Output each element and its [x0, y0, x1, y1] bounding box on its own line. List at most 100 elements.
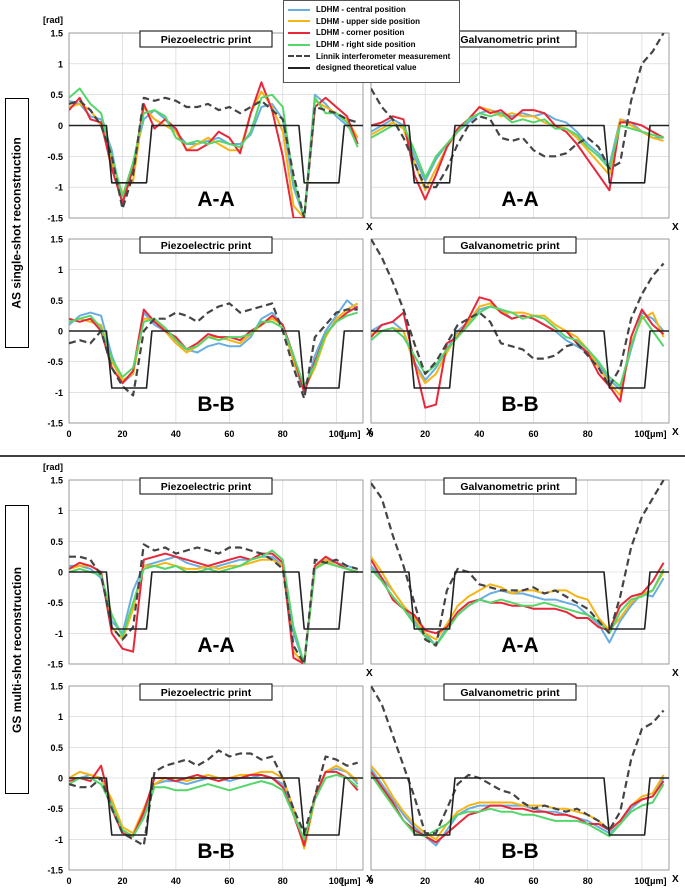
legend: LDHM - central position LDHM - upper sid…: [283, 0, 460, 83]
y-tick-label: -0.5: [47, 804, 63, 814]
y-tick-label: -1: [55, 388, 63, 398]
legend-swatch: [288, 8, 310, 11]
panel-p2: X Galvanometric print A-A: [370, 30, 679, 233]
series-line-ldhm-corner-position: [371, 296, 665, 409]
panel-title: Piezoelectric print: [161, 481, 252, 493]
y-tick-label: 0: [58, 774, 63, 784]
section-cut-label: B-B: [501, 840, 538, 863]
legend-swatch: [288, 55, 310, 58]
panel-title: Galvanometric print: [460, 240, 560, 252]
y-tick-label: 1: [58, 265, 63, 275]
x-tick-label: 20: [420, 876, 430, 886]
panel-title-box: [443, 236, 577, 254]
y-tick-label: 0.5: [50, 296, 63, 306]
panel-title: Galvanometric print: [460, 481, 560, 493]
y-tick-label: 0: [58, 121, 63, 131]
panel-title: Piezoelectric print: [161, 240, 252, 252]
panel-p8: 0 20 40 60 80 100[μm] X Galvanometric print B-B: [368, 683, 679, 886]
y-unit-label: [rad]: [43, 462, 63, 472]
panel-title: Galvanometric print: [460, 687, 560, 699]
x-tick-label: 40: [171, 876, 181, 886]
legend-label: LDHM - right side position: [316, 40, 416, 50]
y-tick-label: 1: [58, 59, 63, 69]
series-line-ldhm-right-side-position: [69, 773, 359, 841]
panel-title-box: [139, 30, 273, 48]
series-line-ldhm-right-side-position: [69, 311, 358, 388]
y-tick-label: 0.5: [50, 537, 63, 547]
y-tick-label: 1.5: [50, 235, 63, 245]
x-tick-label: 100: [634, 876, 649, 886]
section-cut-label: A-A: [197, 634, 234, 657]
panel-title-box: [139, 477, 273, 495]
x-tick-label: 80: [278, 876, 288, 886]
y-tick-label: 1: [58, 506, 63, 516]
legend-swatch: [288, 20, 310, 23]
panel-p1: 1.5 1 0.5 0 -0.5 -1 -1.5 [rad] X Piezoelectric pr…: [43, 15, 373, 233]
legend-item: LDHM - upper side position: [288, 16, 455, 28]
y-tick-label: -0.5: [47, 598, 63, 608]
legend-item: Linnik interferometer measurement: [288, 50, 455, 62]
x-tick-label: 20: [117, 429, 127, 439]
series-line-linnik-interferometer-measurement: [69, 749, 358, 847]
section-cut-label: B-B: [197, 393, 234, 416]
section-label-as: AS single-shot reconstruction: [5, 98, 29, 348]
legend-item: LDHM - central position: [288, 4, 455, 16]
section-label-gs: GS multi-shot reconstruction: [5, 505, 29, 794]
panel-title-box: [443, 683, 577, 701]
y-tick-label: 1.5: [50, 476, 63, 486]
series-line-ldhm-right-side-position: [371, 305, 665, 388]
y-tick-label: -0.5: [47, 357, 63, 367]
series-line-ldhm-right-side-position: [371, 568, 665, 647]
y-tick-label: -1.5: [47, 214, 63, 224]
legend-label: LDHM - central position: [316, 5, 406, 15]
series-line-designed-theoretical-value: [69, 330, 363, 389]
panel-title: Galvanometric print: [460, 34, 560, 46]
x-tick-label: 60: [224, 876, 234, 886]
series-line-designed-theoretical-value: [371, 571, 669, 630]
y-tick-label: 1: [58, 712, 63, 722]
x-unit-label: [μm]: [341, 429, 361, 439]
x-tick-label: 80: [583, 429, 593, 439]
y-unit-label: [rad]: [43, 15, 63, 25]
legend-label: designed theoretical value: [316, 63, 417, 73]
series-line-designed-theoretical-value: [371, 777, 669, 836]
legend-label: LDHM - corner position: [316, 28, 405, 38]
y-tick-label: -1.5: [47, 419, 63, 429]
x-tick-label: 20: [420, 429, 430, 439]
x-tick-label: 100: [329, 876, 344, 886]
y-tick-label: -1.5: [47, 866, 63, 876]
y-tick-label: -1: [55, 629, 63, 639]
section-cut-label: A-A: [501, 634, 538, 657]
x-axis-arrow-label: X: [672, 427, 679, 438]
legend-item: designed theoretical value: [288, 62, 455, 74]
panel-title-box: [139, 236, 273, 254]
section-cut-label: B-B: [197, 840, 234, 863]
legend-swatch: [288, 66, 310, 69]
y-tick-label: -1: [55, 835, 63, 845]
series-line-ldhm-right-side-position: [371, 112, 664, 179]
panel-p6: X Galvanometric print A-A: [370, 477, 679, 679]
x-tick-label: 0: [368, 876, 373, 886]
y-tick-label: 0.5: [50, 90, 63, 100]
y-tick-label: -1: [55, 183, 63, 193]
x-axis-arrow-label: X: [672, 874, 679, 885]
section-label-gs-text: GS multi-shot reconstruction: [10, 566, 25, 733]
x-tick-label: 0: [66, 876, 71, 886]
panel-title: Piezoelectric print: [161, 687, 252, 699]
x-tick-label: 80: [278, 429, 288, 439]
x-unit-label: [μm]: [647, 429, 667, 439]
x-tick-label: 40: [474, 429, 484, 439]
series-line-ldhm-corner-position: [371, 106, 665, 201]
panel-title: Piezoelectric print: [161, 34, 252, 46]
legend-label: LDHM - upper side position: [316, 16, 420, 26]
series-line-designed-theoretical-value: [69, 571, 363, 630]
x-axis-arrow-label: X: [366, 427, 373, 438]
series-line-ldhm-upper-side-position: [371, 302, 665, 397]
section-cut-label: A-A: [501, 188, 538, 211]
x-tick-label: 60: [224, 429, 234, 439]
panel-title-box: [139, 683, 273, 701]
x-axis-arrow-label: X: [366, 874, 373, 885]
y-tick-label: 0: [58, 568, 63, 578]
x-unit-label: [μm]: [341, 876, 361, 886]
